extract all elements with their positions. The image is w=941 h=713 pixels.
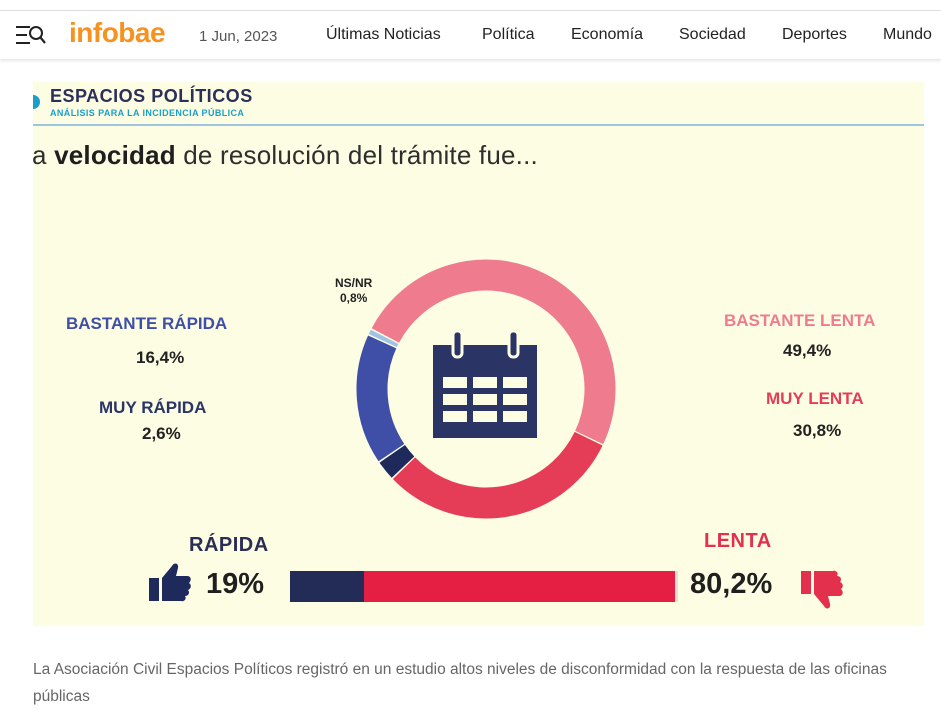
value-muy-lenta: 30,8% bbox=[793, 421, 842, 440]
value-bastante-lenta: 49,4% bbox=[783, 341, 832, 360]
thumbs-down-icon bbox=[800, 569, 844, 616]
summary-rapida-value: 19% bbox=[206, 568, 265, 600]
brand-mark-icon bbox=[33, 95, 41, 109]
nav-politica[interactable]: Política bbox=[482, 26, 535, 43]
calendar-icon bbox=[433, 329, 537, 438]
label-nsnr: NS/NR bbox=[335, 276, 373, 290]
donut-slice-muy-lenta bbox=[356, 259, 616, 519]
edition-date: 1 Jun, 2023 bbox=[199, 28, 278, 45]
nav-sociedad[interactable]: Sociedad bbox=[679, 26, 746, 43]
brand-divider bbox=[33, 124, 924, 126]
summary-bar bbox=[290, 571, 678, 602]
title-bold: velocidad bbox=[54, 140, 176, 170]
label-bastante-rapida: BASTANTE RÁPIDA bbox=[66, 314, 228, 333]
label-muy-lenta: MUY LENTA bbox=[766, 389, 864, 408]
nav-mundo[interactable]: Mundo bbox=[883, 26, 932, 43]
thumbs-up-icon bbox=[148, 561, 192, 608]
value-nsnr: 0,8% bbox=[340, 291, 368, 305]
summary-bar-rapida bbox=[290, 571, 364, 602]
value-muy-rapida: 2,6% bbox=[142, 424, 181, 443]
label-muy-rapida: MUY RÁPIDA bbox=[99, 398, 207, 417]
title-rest: de resolución del trámite fue... bbox=[175, 140, 538, 170]
label-bastante-lenta: BASTANTE LENTA bbox=[724, 311, 876, 330]
donut-chart bbox=[356, 259, 616, 519]
summary-bar-lenta bbox=[363, 571, 675, 602]
nav-deportes[interactable]: Deportes bbox=[782, 26, 847, 43]
chart-title: a velocidad de resolución del trámite fu… bbox=[33, 140, 538, 171]
donut-slice-muy-rapida bbox=[356, 259, 616, 519]
site-header: infobae 1 Jun, 2023 Últimas Noticias Pol… bbox=[0, 11, 941, 59]
value-bastante-rapida: 16,4% bbox=[136, 348, 185, 367]
nav-ultimas-noticias[interactable]: Últimas Noticias bbox=[326, 26, 441, 43]
title-prefix: a bbox=[33, 140, 55, 170]
nav-economia[interactable]: Economía bbox=[571, 26, 644, 43]
image-caption: La Asociación Civil Espacios Políticos r… bbox=[33, 660, 887, 705]
site-logo[interactable]: infobae bbox=[69, 17, 166, 48]
summary-lenta-value: 80,2% bbox=[690, 568, 773, 600]
brand-name: ESPACIOS POLÍTICOS bbox=[50, 86, 253, 106]
donut-slice-bastante-rapida bbox=[356, 259, 616, 519]
summary-rapida-label: RÁPIDA bbox=[189, 534, 269, 556]
menu-search-icon[interactable] bbox=[14, 23, 48, 47]
summary-lenta-label: LENTA bbox=[704, 530, 772, 552]
brand-subtitle: ANÁLISIS PARA LA INCIDENCIA PÚBLICA bbox=[50, 108, 245, 118]
infographic: ESPACIOS POLÍTICOS ANÁLISIS PARA LA INCI… bbox=[33, 82, 924, 626]
top-strip bbox=[0, 0, 941, 11]
